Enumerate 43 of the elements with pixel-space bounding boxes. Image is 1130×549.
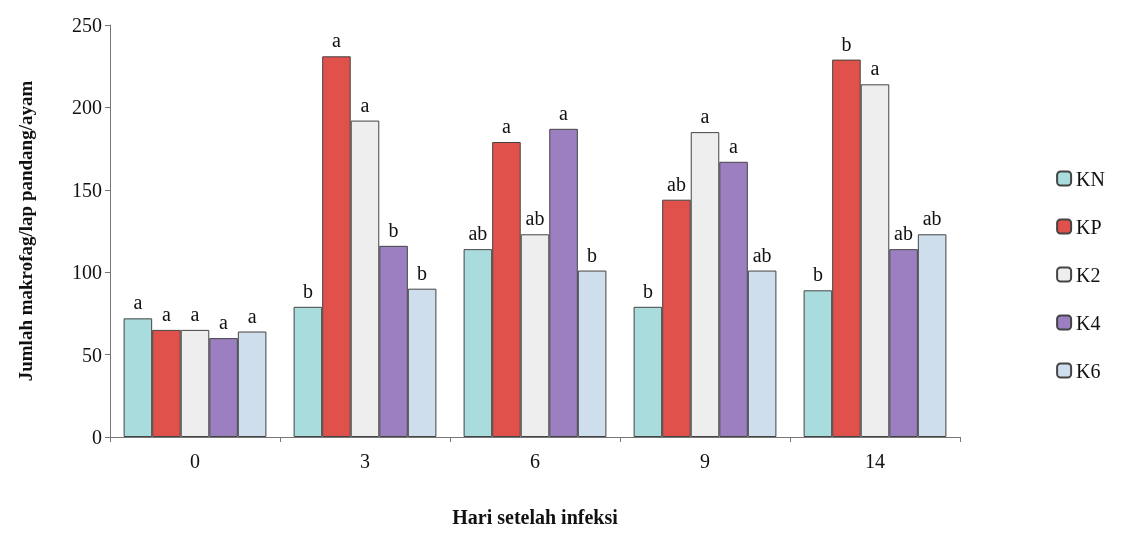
data-label: b [388, 218, 399, 241]
data-label: a [331, 29, 341, 52]
data-label: ab [666, 172, 686, 195]
y-axis-title: Jumlah makrofag/lap pandang/ayam [15, 80, 36, 382]
data-label: a [870, 57, 880, 80]
data-label: a [133, 291, 143, 314]
data-label: b [417, 261, 428, 284]
data-label: a [501, 115, 511, 138]
x-tick-label: 9 [700, 450, 710, 472]
data-label: a [700, 105, 710, 128]
y-tick-label: 50 [82, 343, 102, 366]
legend-label: K2 [1076, 263, 1101, 286]
y-tick-label: 200 [72, 96, 102, 119]
data-label: b [841, 32, 852, 55]
data-label: b [812, 263, 823, 286]
y-tick-label: 0 [92, 426, 102, 448]
data-label: a [190, 302, 200, 325]
x-axis-title: Hari setelah infeksi [452, 506, 619, 528]
legend-label: KN [1076, 167, 1105, 190]
x-tick-label: 6 [530, 450, 540, 472]
data-label: a [559, 101, 569, 124]
y-tick-label: 150 [72, 178, 102, 201]
data-label: ab [894, 222, 914, 245]
data-label: b [587, 243, 598, 266]
x-tick-label: 0 [190, 450, 200, 472]
legend-label: KP [1076, 215, 1102, 238]
data-label: a [219, 311, 229, 334]
data-label: a [360, 93, 370, 116]
data-label: ab [922, 207, 942, 230]
legend-label: K6 [1076, 359, 1101, 382]
x-tick-label: 14 [865, 450, 885, 472]
y-tick-label: 250 [72, 14, 102, 36]
data-label: ab [525, 207, 545, 230]
data-label: b [642, 279, 653, 302]
x-tick-label: 3 [360, 450, 370, 472]
legend-label: K4 [1076, 311, 1101, 334]
data-label: ab [752, 243, 772, 266]
y-tick-label: 100 [72, 261, 102, 284]
data-label: ab [468, 222, 488, 245]
data-label: a [247, 304, 257, 327]
data-label: a [161, 302, 171, 325]
data-label: b [302, 279, 313, 302]
data-label: a [729, 134, 739, 157]
